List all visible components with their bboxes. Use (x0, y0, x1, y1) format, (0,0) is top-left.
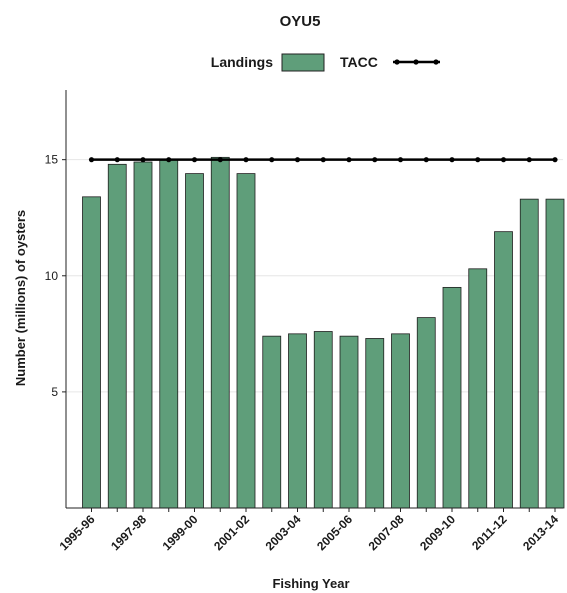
bar-landings (210, 156, 230, 509)
bar-landings (494, 231, 513, 509)
bars (82, 156, 565, 509)
legend-line-tacc (393, 59, 440, 65)
x-tick-label: 1995-96 (57, 512, 98, 553)
tacc-series (88, 157, 558, 163)
x-ticks: 1995-96 1997-98 1999-00 2001-02 2003-04 2005-… (57, 508, 561, 553)
bar-landings (545, 198, 565, 509)
tacc-point (475, 157, 481, 163)
x-tick-label: 2005-06 (314, 512, 355, 553)
tacc-point (191, 157, 198, 163)
bar-landings (365, 338, 385, 509)
tacc-point (217, 157, 223, 163)
tacc-point (114, 157, 120, 163)
bar-landings (288, 333, 307, 509)
x-tick-label: 2001-02 (211, 512, 252, 553)
y-tick-label: 10 (45, 269, 59, 283)
tacc-point (320, 157, 326, 163)
tacc-point (166, 157, 172, 163)
tacc-point (552, 157, 558, 163)
bar-landings (468, 268, 488, 509)
bar-landings (313, 331, 333, 509)
legend-swatch-landings (281, 53, 325, 72)
x-tick-label: 2009-10 (417, 512, 458, 553)
tacc-point (526, 157, 532, 163)
y-tick-label: 5 (51, 385, 58, 399)
y-axis-title: Number (millions) of oysters (13, 210, 28, 386)
legend: Landings TACC (211, 53, 440, 72)
bar-landings (442, 286, 462, 509)
bar-landings (82, 196, 101, 509)
bar-landings (339, 335, 359, 509)
tacc-point (500, 157, 507, 163)
bar-landings (185, 173, 204, 509)
bar-landings (416, 317, 436, 509)
bar-landings (236, 173, 256, 509)
x-tick-label: 2013-14 (520, 512, 561, 553)
bar-landings (391, 333, 410, 509)
tacc-point (243, 157, 249, 163)
y-ticks: 5 10 15 (45, 153, 66, 399)
legend-label-tacc: TACC (340, 54, 378, 70)
x-tick-label: 1999-00 (160, 512, 201, 553)
tacc-point (423, 157, 429, 163)
tacc-point (346, 157, 352, 163)
tacc-point (397, 157, 404, 163)
bar-landings (262, 335, 282, 509)
x-tick-label: 2007-08 (366, 512, 407, 553)
y-tick-label: 15 (45, 153, 59, 167)
bar-landings (159, 159, 179, 509)
bar-landings (107, 163, 127, 509)
legend-label-landings: Landings (211, 54, 273, 70)
x-tick-label: 2003-04 (263, 512, 304, 553)
x-axis-title: Fishing Year (272, 576, 349, 591)
x-tick-label: 1997-98 (108, 512, 149, 553)
chart-title: OYU5 (280, 13, 321, 30)
tacc-point (449, 157, 455, 163)
tacc-point (140, 157, 146, 163)
tacc-point (372, 157, 378, 163)
tacc-point (294, 157, 301, 163)
x-tick-label: 2011-12 (469, 512, 510, 553)
bar-landings (519, 198, 539, 509)
tacc-point (88, 157, 95, 163)
bar-landings (133, 161, 153, 509)
tacc-point (269, 157, 275, 163)
